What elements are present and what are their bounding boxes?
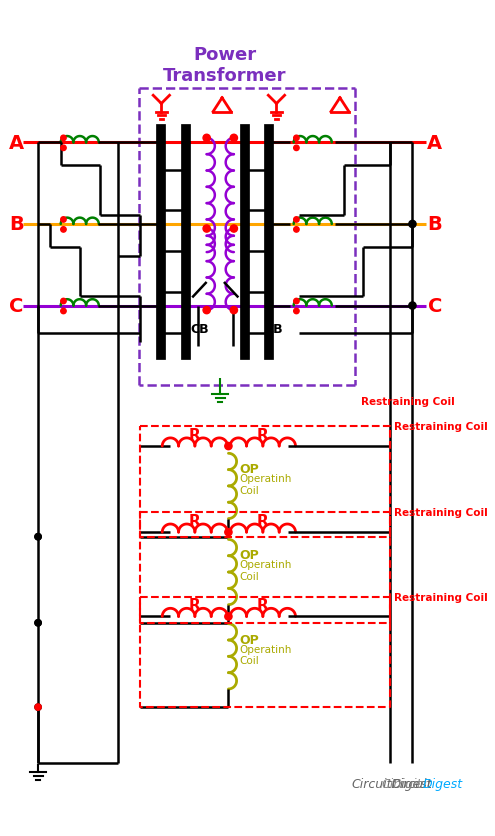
- Circle shape: [61, 309, 66, 314]
- Circle shape: [409, 221, 416, 228]
- Circle shape: [294, 146, 299, 151]
- Circle shape: [35, 534, 41, 540]
- Circle shape: [61, 146, 66, 151]
- Text: C: C: [9, 297, 23, 316]
- Circle shape: [225, 443, 232, 450]
- Text: CB: CB: [190, 323, 209, 335]
- Circle shape: [61, 136, 66, 141]
- Circle shape: [203, 226, 210, 233]
- Text: Restraining Coil: Restraining Coil: [395, 592, 488, 602]
- Text: OP: OP: [239, 633, 259, 646]
- Text: Restraining Coil: Restraining Coil: [395, 421, 488, 431]
- Circle shape: [203, 307, 210, 314]
- Circle shape: [35, 704, 41, 711]
- Text: Power
Transformer: Power Transformer: [163, 46, 287, 85]
- Text: Circuit: Circuit: [392, 777, 432, 790]
- Circle shape: [35, 620, 41, 626]
- Circle shape: [294, 309, 299, 314]
- Circle shape: [294, 217, 299, 223]
- Text: B: B: [9, 215, 24, 234]
- Text: CB: CB: [264, 323, 283, 335]
- Text: R: R: [189, 427, 201, 442]
- Text: OP: OP: [239, 548, 259, 562]
- Text: Restraining Coil: Restraining Coil: [361, 396, 454, 406]
- Circle shape: [61, 299, 66, 304]
- Circle shape: [35, 534, 41, 540]
- Circle shape: [230, 135, 238, 142]
- Text: A: A: [427, 134, 443, 153]
- Circle shape: [409, 303, 416, 310]
- Text: R: R: [257, 513, 269, 528]
- Circle shape: [225, 613, 232, 620]
- Text: Operatinh
Coil: Operatinh Coil: [239, 560, 292, 581]
- Text: A: A: [9, 134, 24, 153]
- Circle shape: [294, 136, 299, 141]
- Circle shape: [35, 704, 41, 711]
- Text: R: R: [257, 427, 269, 442]
- Text: Circuit: Circuit: [381, 777, 422, 790]
- Text: C: C: [428, 297, 443, 316]
- Text: OP: OP: [239, 462, 259, 476]
- Circle shape: [61, 227, 66, 233]
- Circle shape: [203, 135, 210, 142]
- Text: R: R: [257, 598, 269, 613]
- Circle shape: [230, 307, 238, 314]
- Circle shape: [225, 529, 232, 536]
- Text: R: R: [189, 598, 201, 613]
- Text: Digest: Digest: [422, 777, 462, 790]
- Circle shape: [230, 226, 238, 233]
- Text: Operatinh
Coil: Operatinh Coil: [239, 644, 292, 665]
- Circle shape: [35, 620, 41, 626]
- Text: Restraining Coil: Restraining Coil: [395, 507, 488, 517]
- Text: Operatinh
Coil: Operatinh Coil: [239, 474, 292, 496]
- Text: B: B: [428, 215, 443, 234]
- Text: R: R: [189, 513, 201, 528]
- Circle shape: [61, 217, 66, 223]
- Circle shape: [294, 227, 299, 233]
- Text: CircuitDigest: CircuitDigest: [352, 777, 432, 790]
- Circle shape: [294, 299, 299, 304]
